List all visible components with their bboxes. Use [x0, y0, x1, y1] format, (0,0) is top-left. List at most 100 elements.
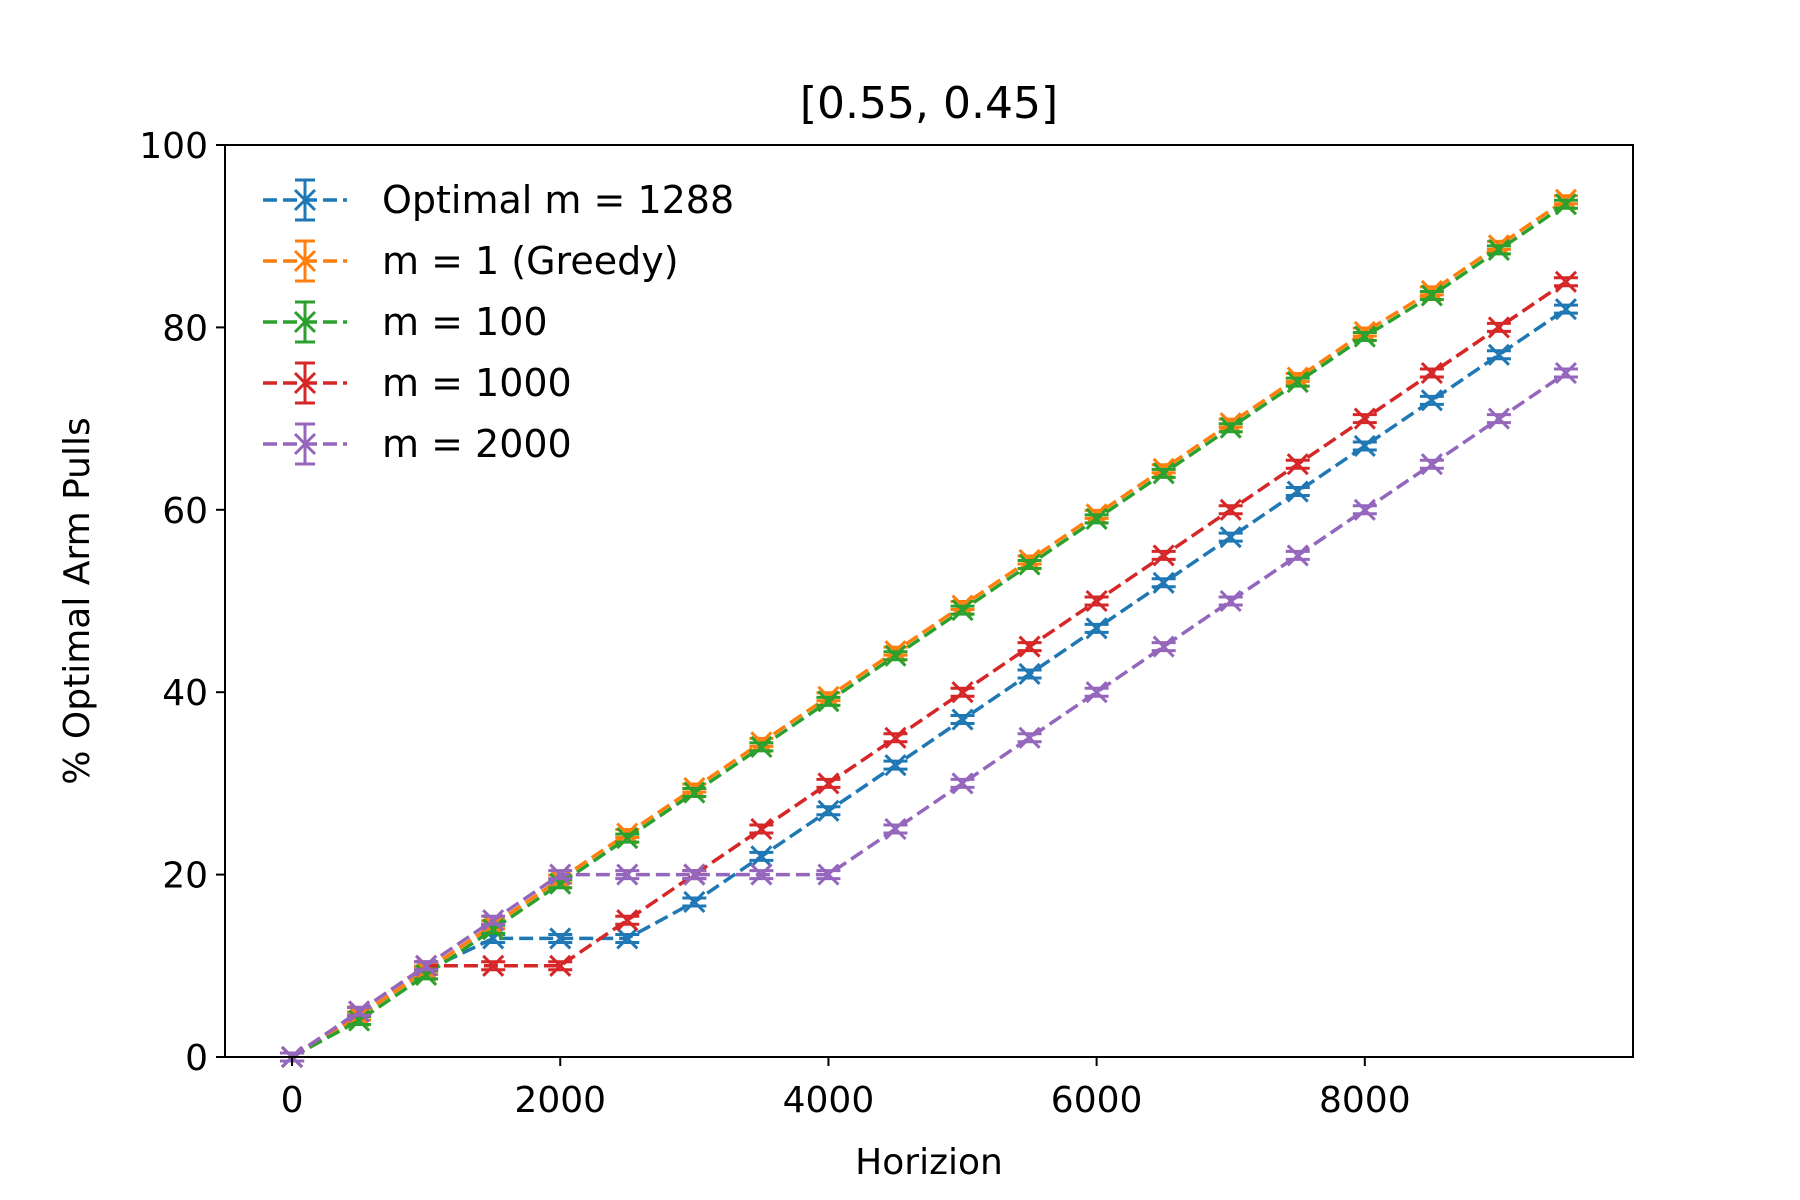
marker-stroke	[1420, 361, 1443, 385]
data-point	[548, 863, 573, 886]
data-point	[1486, 316, 1511, 339]
marker-stroke	[1420, 389, 1443, 412]
data-point	[1084, 589, 1109, 613]
plot-marks	[280, 188, 1578, 1069]
marker-stroke	[616, 863, 639, 886]
data-point	[1553, 193, 1578, 216]
marker-stroke	[1353, 434, 1376, 458]
legend-item-3: m = 100	[263, 300, 548, 344]
marker-stroke	[750, 863, 773, 886]
legend-marker	[293, 310, 317, 334]
marker-stroke	[750, 845, 773, 868]
x-tick-label: 0	[281, 1080, 304, 1121]
marker-stroke	[1085, 507, 1108, 530]
data-point	[1017, 662, 1042, 686]
data-point	[749, 735, 774, 758]
marker-stroke	[1487, 407, 1510, 430]
x-axis-label: Horizion	[855, 1142, 1003, 1183]
data-point	[414, 954, 439, 977]
data-point	[950, 681, 975, 704]
y-axis-label: % Optimal Arm Pulls	[57, 417, 98, 785]
data-point	[481, 909, 506, 932]
data-point	[816, 690, 841, 713]
marker-stroke	[1152, 462, 1175, 485]
marker-stroke	[1018, 635, 1041, 658]
data-point	[1419, 361, 1444, 385]
data-point	[1151, 635, 1176, 658]
data-point	[548, 954, 573, 977]
marker-stroke	[1286, 480, 1309, 503]
marker-stroke	[951, 681, 974, 704]
y-tick-label: 20	[162, 856, 208, 897]
marker-stroke	[616, 927, 639, 950]
marker-stroke	[482, 909, 505, 932]
marker-stroke	[884, 644, 907, 667]
data-point	[883, 754, 908, 777]
marker-stroke	[817, 799, 840, 822]
marker-stroke	[817, 863, 840, 886]
data-point	[682, 890, 707, 914]
series-3	[280, 193, 1578, 1069]
marker-stroke	[884, 726, 907, 749]
marker-stroke	[1018, 726, 1041, 749]
marker-stroke	[616, 827, 639, 850]
data-point	[1218, 589, 1243, 613]
data-point	[682, 863, 707, 886]
data-point	[615, 927, 640, 950]
data-point	[615, 863, 640, 886]
series-line	[291, 202, 1567, 1059]
marker-stroke	[1353, 498, 1376, 521]
x-axis: 0 2000 4000 6000 8000	[281, 1057, 1411, 1121]
y-tick-label: 60	[162, 491, 208, 532]
plot-frame	[224, 144, 1634, 1058]
data-point	[1285, 371, 1310, 394]
data-point	[615, 909, 640, 932]
marker-stroke	[1018, 662, 1041, 686]
data-point	[816, 863, 841, 886]
marker-stroke	[415, 963, 438, 986]
y-tick-label: 40	[162, 673, 208, 714]
data-point	[1419, 453, 1444, 476]
series-line	[291, 307, 1567, 1059]
y-tick-label: 100	[139, 126, 208, 167]
x-tick-label: 6000	[1051, 1080, 1143, 1121]
legend-label: m = 2000	[382, 422, 572, 466]
marker-stroke	[817, 690, 840, 713]
data-point	[1285, 453, 1310, 476]
legend-label: m = 1000	[382, 361, 572, 405]
marker-stroke	[1420, 453, 1443, 476]
data-point	[1553, 298, 1578, 321]
marker-stroke	[1420, 284, 1443, 307]
data-point	[1151, 544, 1176, 567]
marker-stroke	[951, 599, 974, 622]
data-point	[1218, 498, 1243, 521]
data-point	[682, 781, 707, 804]
data-point	[749, 863, 774, 886]
legend-item-2: m = 1 (Greedy)	[263, 239, 679, 283]
legend-marker	[293, 432, 317, 456]
marker-stroke	[1286, 371, 1309, 394]
series-line	[291, 371, 1567, 1059]
data-point	[1553, 361, 1578, 385]
data-point	[950, 772, 975, 795]
marker-stroke	[348, 1009, 371, 1032]
marker-stroke	[549, 954, 572, 977]
data-point	[1352, 498, 1377, 521]
x-tick-label: 4000	[783, 1080, 875, 1121]
marker-stroke	[1085, 681, 1108, 704]
chart-title: [0.55, 0.45]	[800, 78, 1058, 129]
marker-stroke	[1085, 617, 1108, 640]
marker-stroke	[750, 817, 773, 841]
data-point	[749, 817, 774, 841]
marker-stroke	[549, 927, 572, 950]
marker-stroke	[482, 954, 505, 977]
data-point	[1017, 635, 1042, 658]
data-point	[883, 644, 908, 667]
marker-stroke	[348, 1000, 371, 1023]
marker-stroke	[1085, 589, 1108, 613]
data-point	[1285, 544, 1310, 567]
data-point	[883, 817, 908, 841]
y-axis: 0 20 40 60 80 100	[139, 126, 225, 1079]
data-point	[1084, 617, 1109, 640]
marker-stroke	[1554, 298, 1578, 321]
